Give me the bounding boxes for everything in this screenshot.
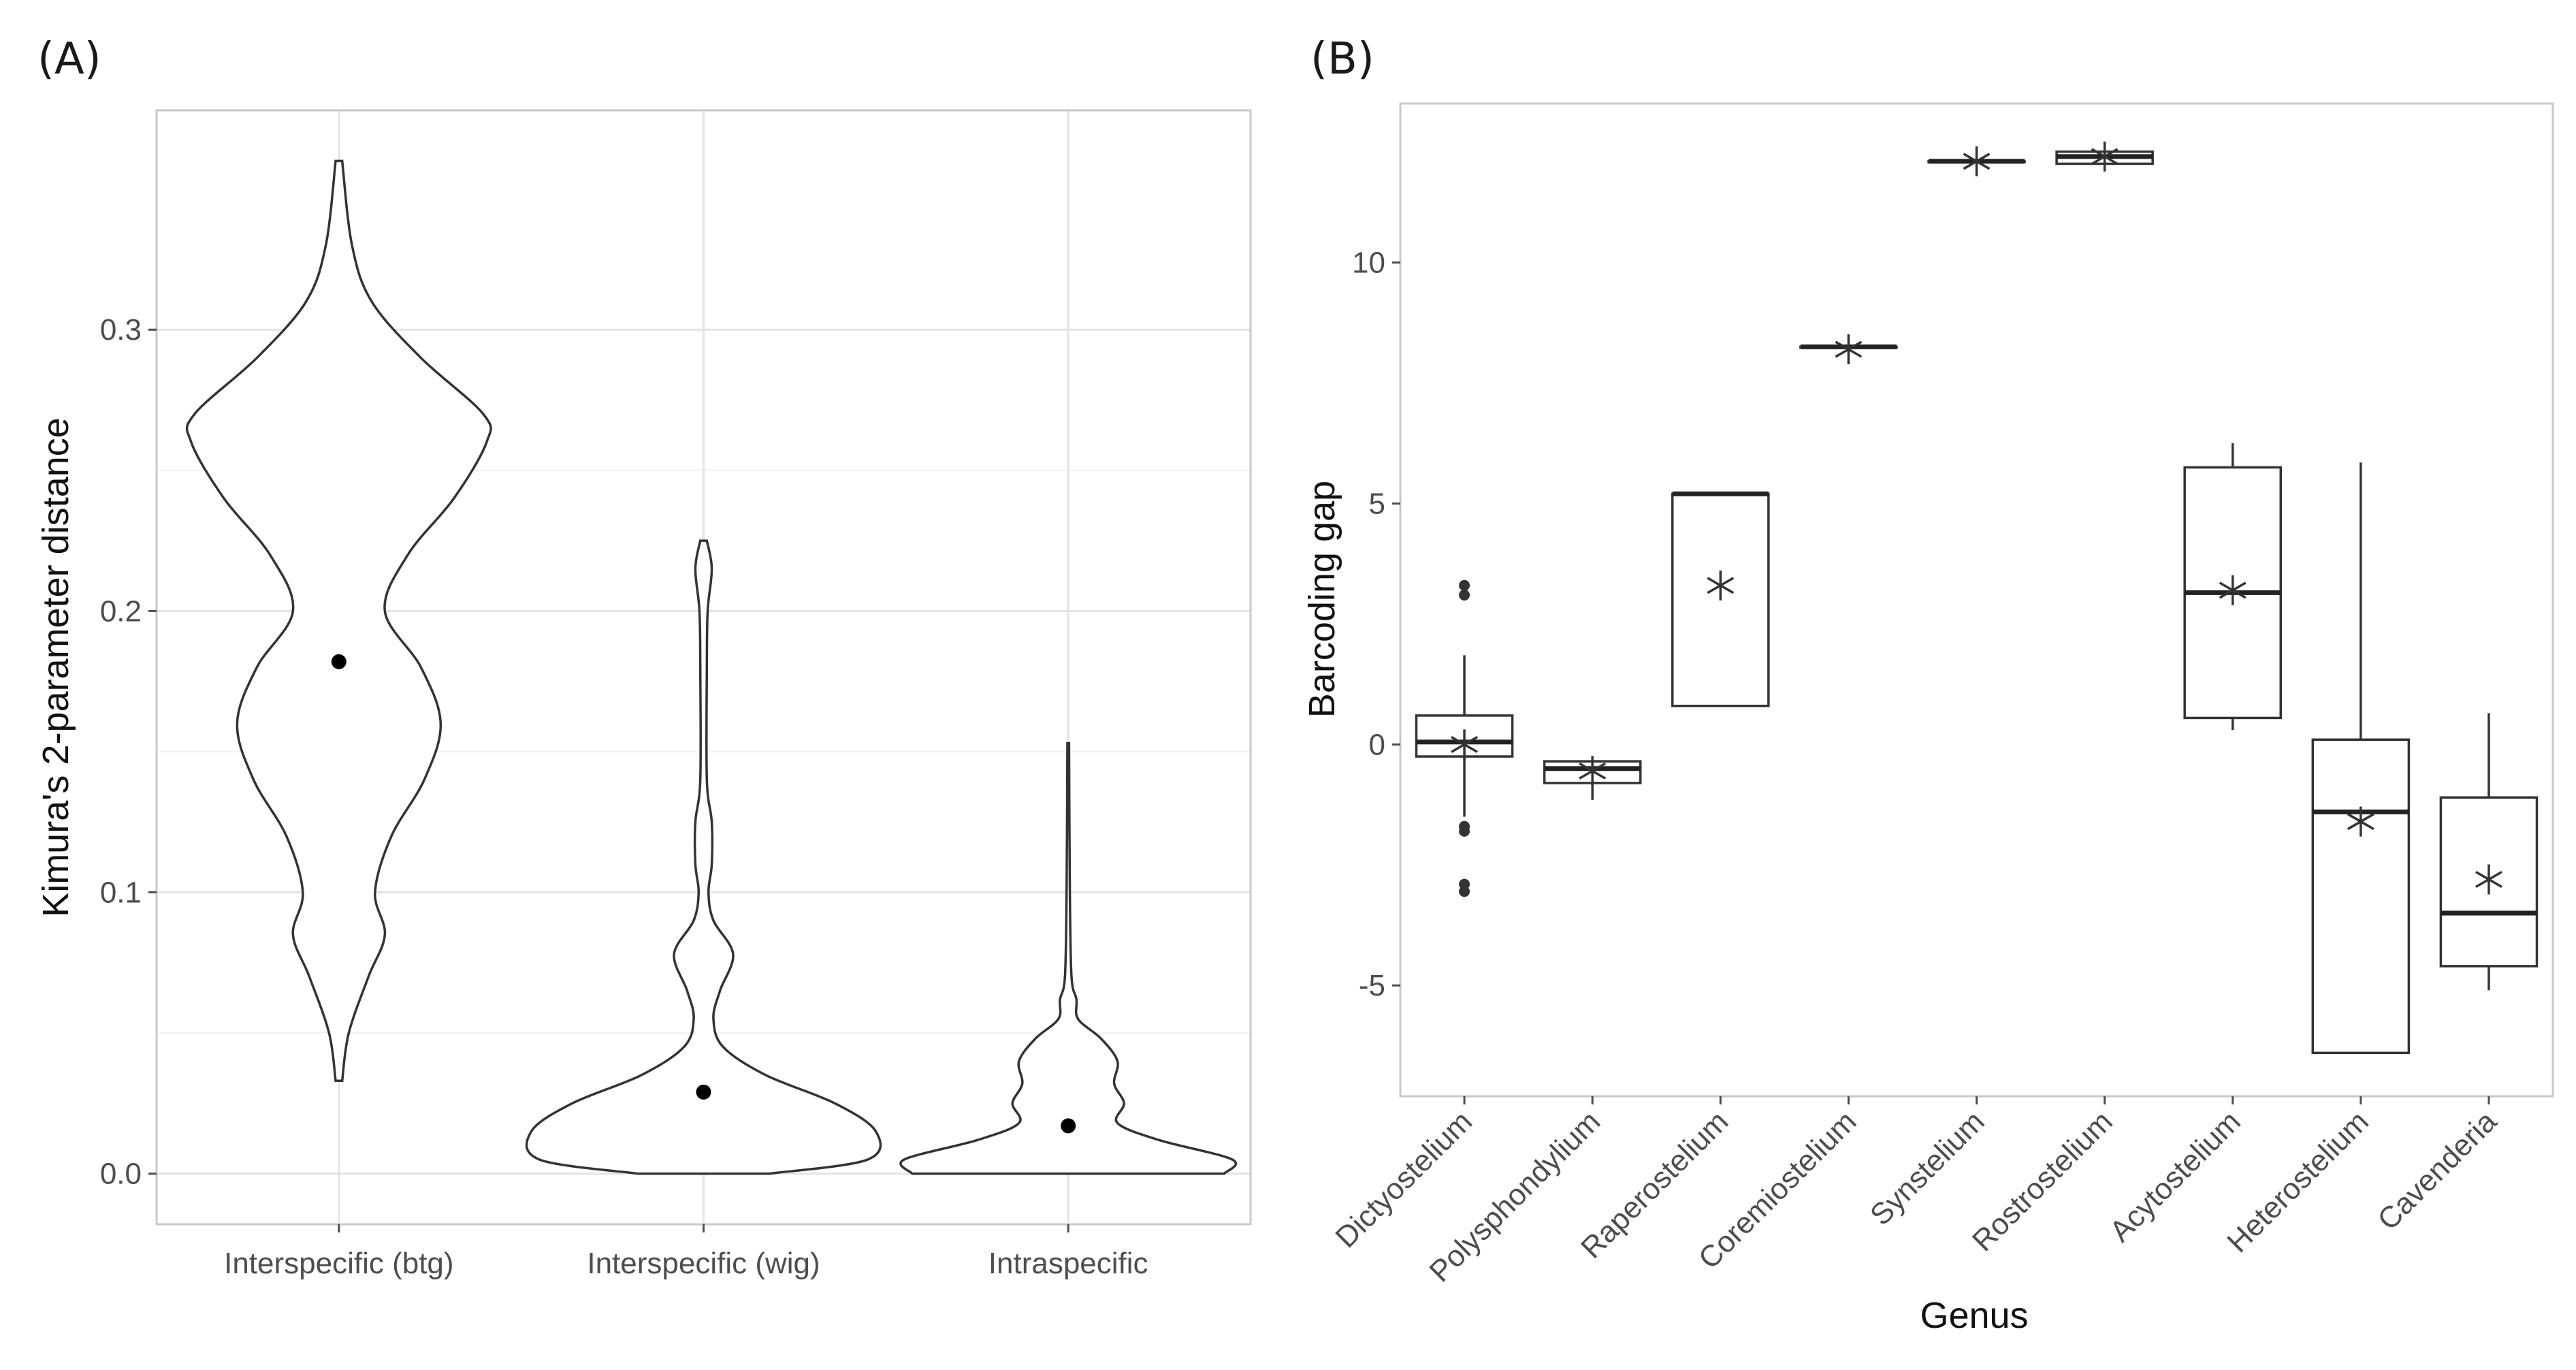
- boxplot-polysphondylium: [1543, 756, 1642, 800]
- y-tick-label: -5: [1359, 969, 1385, 1002]
- panel-b-label: (B): [1310, 34, 1374, 84]
- boxplot-synstelium: [1927, 146, 2026, 176]
- panel-a-x-axis: Interspecific (btg) Interspecific (wig) In…: [224, 1224, 1148, 1280]
- mean-star-stroke: [2091, 148, 2119, 165]
- panel-a-y-axis: 0.0 0.1 0.2 0.3: [100, 313, 157, 1191]
- y-tick-label: 10: [1352, 246, 1385, 280]
- boxplot-dictyostelium: [1415, 579, 1514, 897]
- mean-star-stroke: [1835, 340, 1863, 358]
- panel-b: (B) -5 0 5 10 DictyosteliumPolysphondyliumR…: [1302, 34, 2554, 1336]
- x-tick-label: Interspecific (wig): [587, 1247, 820, 1280]
- mean-star-stroke: [1707, 577, 1735, 594]
- x-tick-label: Cavenderia: [2371, 1104, 2503, 1237]
- mean-star-stroke: [1963, 153, 1991, 170]
- x-tick-label: Intraspecific: [988, 1247, 1148, 1280]
- violin-shape: [525, 539, 882, 1175]
- boxplot-rostrostelium: [2055, 141, 2154, 172]
- y-tick-label: 0.2: [100, 594, 142, 628]
- outlier-point: [1459, 886, 1470, 897]
- mean-point: [331, 654, 347, 669]
- panel-b-x-axis-title: Genus: [1920, 1295, 2028, 1336]
- boxplot-coremiostelium: [1799, 334, 1898, 364]
- panel-b-boxes: [1415, 141, 2539, 1055]
- panel-a-y-axis-title: Kimura's 2-parameter distance: [35, 417, 76, 917]
- violin-shape: [899, 742, 1238, 1175]
- x-tick-label: Interspecific (btg): [224, 1247, 453, 1280]
- panel-b-y-axis: -5 0 5 10: [1352, 246, 1400, 1002]
- panel-b-x-axis: DictyosteliumPolysphondyliumRaperosteliu…: [1329, 1096, 2503, 1288]
- y-tick-label: 0.3: [100, 313, 142, 347]
- panel-b-y-axis-title: Barcoding gap: [1302, 481, 1342, 718]
- panel-a: (A) 0.00.10.20.3 Interspecific (btg) Inte…: [35, 34, 1252, 1280]
- mean-star-stroke: [1451, 735, 1478, 753]
- mean-star-stroke: [2347, 813, 2374, 831]
- outlier-point: [1459, 589, 1470, 601]
- box-iqr: [2311, 738, 2411, 1055]
- mean-star-stroke: [2475, 870, 2502, 889]
- panel-a-label: (A): [37, 34, 101, 84]
- boxplot-heterostelium: [2311, 462, 2411, 1055]
- mean-point: [1061, 1118, 1076, 1134]
- boxplot-acytostelium: [2183, 443, 2283, 731]
- outlier-point: [1459, 825, 1470, 837]
- y-tick-label: 0: [1369, 728, 1385, 761]
- mean-star-stroke: [1579, 762, 1607, 780]
- violin-shape: [185, 159, 492, 1083]
- mean-point: [696, 1084, 711, 1100]
- mean-star-stroke: [2219, 582, 2247, 599]
- x-tick-label: Acytostelium: [2104, 1104, 2247, 1248]
- x-tick-label: Synstelium: [1864, 1104, 1991, 1232]
- y-tick-label: 0.0: [100, 1158, 142, 1191]
- y-tick-label: 5: [1369, 487, 1385, 520]
- boxplot-raperostelium: [1671, 491, 1770, 707]
- y-tick-label: 0.1: [100, 876, 142, 910]
- outlier-point: [1459, 579, 1470, 591]
- panel-a-violins: [185, 159, 1238, 1175]
- boxplot-cavenderia: [2439, 713, 2539, 991]
